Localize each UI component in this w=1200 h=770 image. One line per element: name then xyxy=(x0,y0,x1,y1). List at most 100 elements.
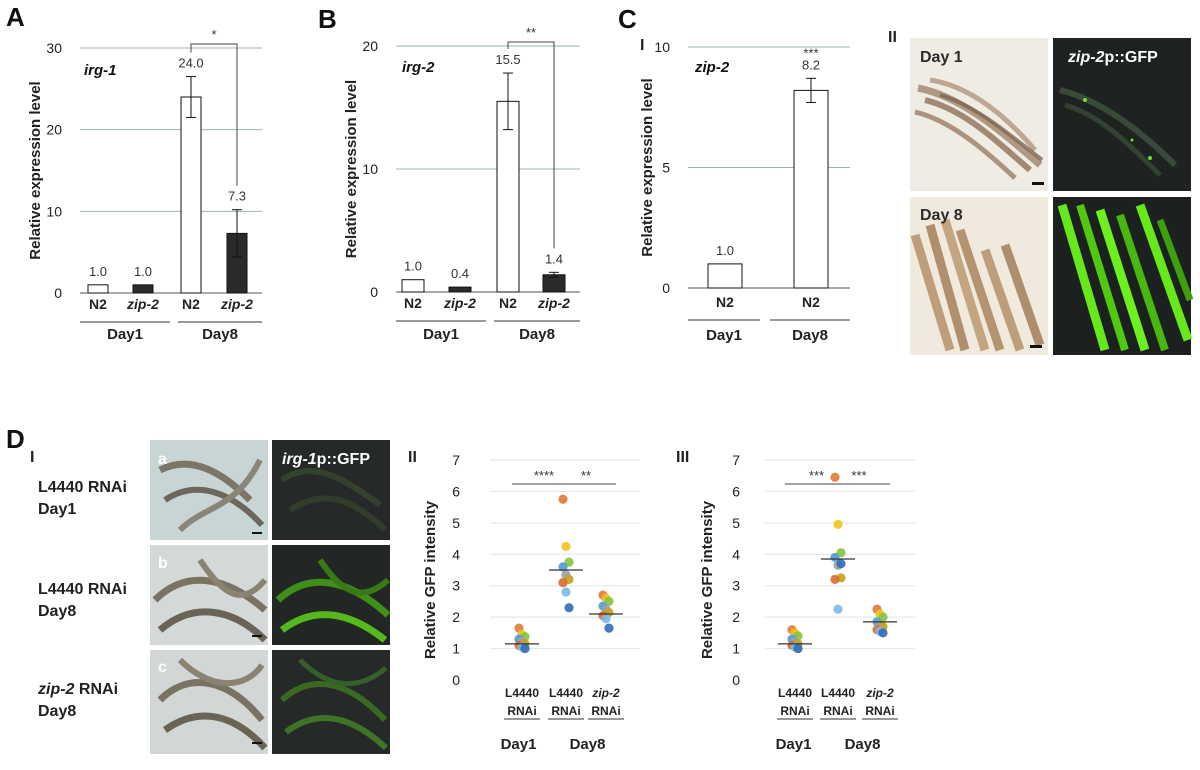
panel-letter-a: A xyxy=(6,2,25,32)
y-tick-label-2: 20 xyxy=(362,38,378,54)
y-tick-label-0: 0 xyxy=(452,672,460,688)
category-label-0: N2 xyxy=(716,294,734,310)
micrograph-c-day8-brightfield xyxy=(910,197,1048,355)
category-label-2-line2: RNAi xyxy=(591,704,620,718)
chart-a-irg-1: 0 10 20 30 Relative expression level irg-1 1.0… xyxy=(27,27,262,343)
micrograph-d-letter-c: c xyxy=(158,659,167,676)
y-axis-title: Relative GFP intensity xyxy=(699,500,716,659)
micrograph-c-day8-label: Day 8 xyxy=(920,207,963,224)
data-label-2: 15.5 xyxy=(495,52,520,67)
bar-1 xyxy=(793,89,829,289)
y-axis-title: Relative expression level xyxy=(639,78,656,256)
significance-bracket-0 xyxy=(190,43,238,186)
row-label-1-line2: Day1 xyxy=(38,501,76,518)
y-tick-label-1: 1 xyxy=(732,641,740,657)
y-axis-title: Relative expression level xyxy=(27,81,44,259)
group-label-0: Day1 xyxy=(776,736,812,753)
category-label-1-line1: L4440 xyxy=(549,686,583,700)
micrograph-c-day1-label: Day 1 xyxy=(920,49,963,66)
y-tick-label-1: 10 xyxy=(46,203,62,219)
group-label-0: Day1 xyxy=(423,326,459,343)
data-label-1: 0.4 xyxy=(451,266,469,281)
panel-d-sub-ii: II xyxy=(408,449,417,466)
category-label-2-line2: RNAi xyxy=(865,704,894,718)
scatter-point-1-6 xyxy=(830,574,840,585)
data-label-2: 24.0 xyxy=(178,56,203,71)
y-tick-label-7: 7 xyxy=(452,452,460,468)
category-label-0-line1: L4440 xyxy=(778,686,812,700)
micrograph-d-letter-a: a xyxy=(158,451,167,468)
row-label-1-line1: L4440 RNAi xyxy=(38,479,127,496)
y-tick-label-1: 1 xyxy=(452,641,460,657)
row-label-2-line2: Day8 xyxy=(38,603,76,620)
y-tick-label-5: 5 xyxy=(452,515,460,531)
y-tick-label-7: 7 xyxy=(732,452,740,468)
chart-d-ii-gfp: 0 1 2 3 4 5 6 7 Relative GFP intensity L4440 RNAi L… xyxy=(422,452,640,753)
significance-label-0: * xyxy=(211,27,216,42)
category-label-1-line2: RNAi xyxy=(551,704,580,718)
micrograph-d-c-gfp xyxy=(272,650,390,754)
micrograph-c-day1-brightfield xyxy=(910,38,1048,191)
bar-1 xyxy=(448,286,472,293)
panel-letter-b: B xyxy=(318,4,337,34)
significance-bracket-0 xyxy=(507,41,555,249)
group-label-1: Day8 xyxy=(570,736,606,753)
y-tick-label-1: 5 xyxy=(662,160,670,176)
micrograph-d-gfp-label: irg-1p::GFP xyxy=(282,451,370,468)
y-tick-label-5: 5 xyxy=(732,515,740,531)
y-tick-label-0: 0 xyxy=(370,284,378,300)
scatter-point-1-7 xyxy=(561,587,571,597)
group-label-1: Day8 xyxy=(519,326,555,343)
category-label-2-line1: zip-2 xyxy=(865,686,894,700)
bar-significance-1: *** xyxy=(803,45,818,60)
y-tick-label-2: 2 xyxy=(452,609,460,625)
category-label-2: N2 xyxy=(499,295,517,311)
y-tick-label-3: 3 xyxy=(732,578,740,594)
scatter-point-1-3 xyxy=(558,562,568,572)
scatter-point-1-8 xyxy=(564,603,574,613)
y-tick-label-4: 4 xyxy=(452,546,460,562)
y-tick-label-4: 4 xyxy=(732,546,740,562)
micrograph-d-c-brightfield xyxy=(150,650,268,754)
y-tick-label-3: 3 xyxy=(452,578,460,594)
scatter-point-1-0 xyxy=(830,472,840,482)
panel-letter-c: C xyxy=(618,4,637,34)
bar-0 xyxy=(87,284,109,294)
group-label-0: Day1 xyxy=(706,327,742,344)
scatter-point-2-8 xyxy=(604,623,614,633)
data-label-3: 7.3 xyxy=(228,189,246,204)
row-label-3-line2: Day8 xyxy=(38,703,76,720)
micrograph-d-b-gfp xyxy=(272,545,391,645)
y-tick-label-0: 0 xyxy=(662,280,670,296)
category-label-1-line1: L4440 xyxy=(821,686,855,700)
category-label-3: zip-2 xyxy=(220,296,253,312)
group-label-1: Day8 xyxy=(202,326,238,343)
panel-d-sub-i: I xyxy=(30,449,34,466)
scatter-point-1-1 xyxy=(833,519,843,530)
bar-0 xyxy=(401,279,425,293)
gene-label: irg-2 xyxy=(402,59,435,76)
scatter-point-1-1 xyxy=(561,541,571,552)
y-tick-label-2: 2 xyxy=(732,609,740,625)
y-axis-title: Relative GFP intensity xyxy=(422,500,439,659)
scatter-point-0-8 xyxy=(793,643,803,654)
panel-d-sub-iii: III xyxy=(676,449,689,466)
micrograph-d-a-brightfield xyxy=(150,440,268,540)
y-tick-label-1: 10 xyxy=(362,161,378,177)
data-label-1: 8.2 xyxy=(802,57,820,72)
gene-label: zip-2 xyxy=(694,59,730,76)
significance-label-1: *** xyxy=(851,468,866,483)
row-label-2-line1: L4440 RNAi xyxy=(38,581,127,598)
significance-label-0: **** xyxy=(534,468,554,483)
data-label-0: 1.0 xyxy=(404,259,422,274)
y-axis-title: Relative expression level xyxy=(343,80,360,258)
y-tick-label-2: 20 xyxy=(46,122,62,138)
category-label-1: N2 xyxy=(802,294,820,310)
bar-0 xyxy=(707,263,743,289)
micrograph-c-gfp-label: zip-2p::GFP xyxy=(1067,49,1158,66)
significance-label-1: ** xyxy=(581,468,591,483)
micrograph-c-day1-gfp xyxy=(1053,38,1191,191)
y-tick-label-3: 30 xyxy=(46,40,62,56)
panel-c-sub-ii: II xyxy=(888,29,897,46)
significance-label-0: *** xyxy=(809,468,824,483)
